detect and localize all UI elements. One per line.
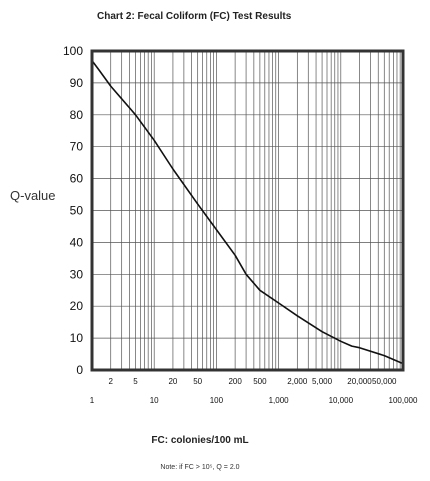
x-minor-tick-label: 500 (253, 377, 267, 386)
y-tick-label: 80 (70, 108, 84, 122)
x-minor-tick-label: 5 (133, 377, 138, 386)
x-major-tick-label: 100 (210, 396, 224, 405)
y-tick-label: 40 (70, 235, 84, 249)
x-major-tick-label: 10 (150, 396, 159, 405)
y-axis-label: Q-value (10, 188, 56, 203)
series-line (91, 60, 404, 365)
x-minor-tick-label: 20,000 (347, 377, 372, 386)
x-minor-tick-label: 50 (193, 377, 202, 386)
y-tick-label: 30 (70, 267, 84, 281)
chart-note: Note: if FC > 10⁵, Q = 2.0 (160, 464, 239, 471)
y-tick-label: 50 (70, 204, 84, 218)
y-tick-label: 100 (63, 44, 83, 58)
y-tick-label: 90 (70, 76, 84, 90)
grid (91, 50, 403, 371)
plot-frame (90, 49, 405, 372)
chart-title: Chart 2: Fecal Coliform (FC) Test Result… (97, 11, 292, 22)
y-tick-label: 70 (70, 140, 84, 154)
x-major-tick-label: 1 (90, 396, 95, 405)
y-tick-label: 10 (70, 331, 84, 345)
x-minor-tick-label: 50,000 (372, 377, 397, 386)
x-minor-tick-label: 2 (108, 377, 113, 386)
x-minor-tick-label: 200 (228, 377, 242, 386)
x-tick-labels: 2 5 20 50 200 500 2,000 5,000 20,000 50,000 1 10 100… (90, 377, 418, 405)
x-minor-tick-label: 5,000 (312, 377, 333, 386)
x-minor-tick-label: 20 (168, 377, 177, 386)
x-major-tick-label: 10,000 (329, 396, 354, 405)
y-tick-label: 0 (76, 363, 83, 377)
x-axis-label: FC: colonies/100 mL (151, 435, 248, 446)
x-minor-tick-label: 2,000 (287, 377, 308, 386)
x-major-tick-label: 100,000 (389, 396, 418, 405)
y-tick-label: 60 (70, 172, 84, 186)
x-major-tick-label: 1,000 (269, 396, 290, 405)
y-tick-label: 20 (70, 299, 84, 313)
